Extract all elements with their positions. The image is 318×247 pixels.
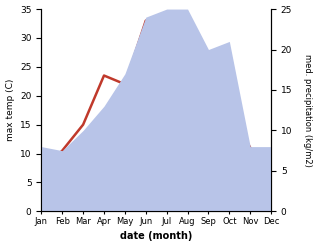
Y-axis label: max temp (C): max temp (C)	[5, 79, 15, 141]
Y-axis label: med. precipitation (kg/m2): med. precipitation (kg/m2)	[303, 54, 313, 167]
X-axis label: date (month): date (month)	[120, 231, 192, 242]
